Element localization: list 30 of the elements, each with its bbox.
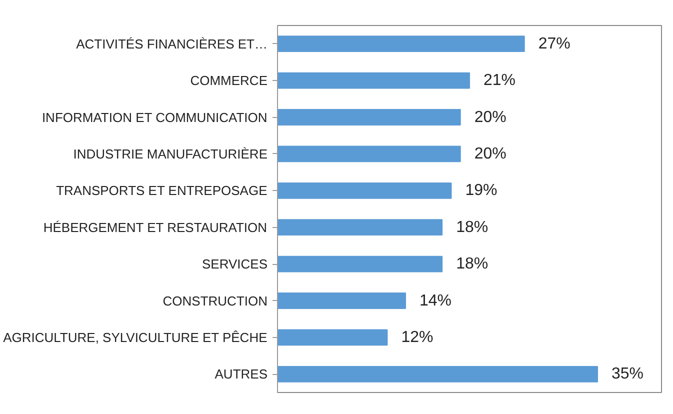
- data-label: 20%: [474, 108, 506, 126]
- bar: [278, 256, 443, 272]
- bar: [278, 72, 470, 89]
- y-tick-label: INDUSTRIE MANUFACTURIÈRE: [73, 146, 268, 162]
- bar: [278, 182, 452, 199]
- data-label: 18%: [456, 256, 488, 273]
- y-tick-label: TRANSPORTS ET ENTREPOSAGE: [56, 183, 268, 198]
- y-tick-label: INFORMATION ET COMMUNICATION: [42, 110, 268, 125]
- data-label: 18%: [456, 218, 488, 236]
- y-tick-label: ACTIVITÉS FINANCIÈRES ET…: [76, 36, 268, 52]
- data-label: 19%: [465, 182, 498, 200]
- data-label: 12%: [401, 328, 434, 346]
- bar: [278, 36, 525, 52]
- bar: [278, 329, 388, 346]
- bar: [278, 366, 598, 382]
- data-label: 14%: [420, 292, 452, 310]
- data-label: 21%: [484, 72, 516, 90]
- bar: [278, 146, 461, 162]
- y-tick-label: AUTRES: [214, 366, 268, 382]
- data-label: 27%: [538, 35, 570, 52]
- data-label: 20%: [474, 145, 506, 162]
- data-label: 35%: [612, 366, 644, 383]
- bar: [278, 292, 406, 309]
- y-tick-label: COMMERCE: [190, 73, 268, 88]
- y-tick-label: AGRICULTURE, SYLVICULTURE ET PÊCHE: [3, 330, 268, 345]
- y-tick-label: SERVICES: [202, 256, 268, 272]
- bar: [278, 219, 443, 236]
- y-tick-label: HÉBERGEMENT ET RESTAURATION: [43, 220, 268, 235]
- y-tick-label: CONSTRUCTION: [162, 293, 268, 308]
- bar: [278, 109, 461, 126]
